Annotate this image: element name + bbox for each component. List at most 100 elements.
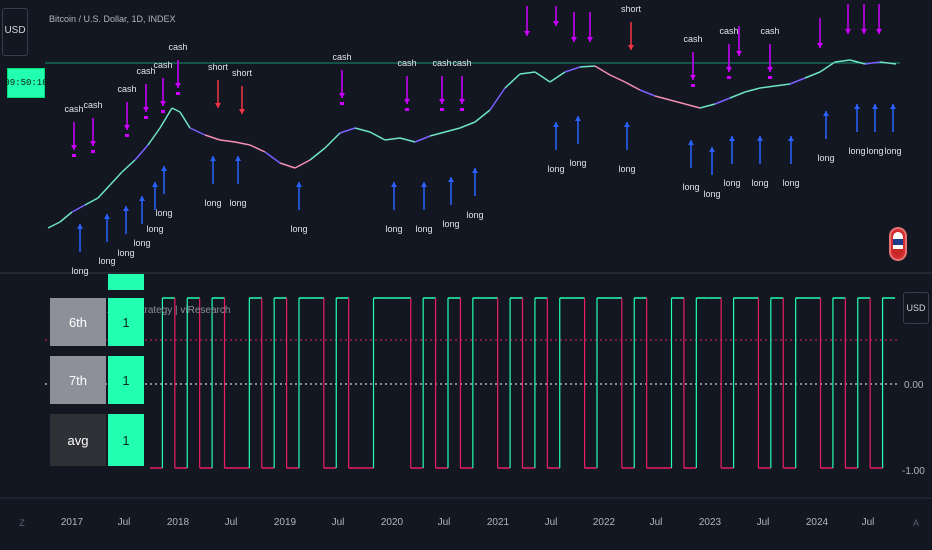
price-segment: [834, 59, 851, 63]
x-label: 2024: [806, 517, 829, 528]
signal-label: long: [782, 178, 799, 188]
arrow-head-up-icon: [472, 168, 478, 173]
signal-label: long: [204, 198, 221, 208]
price-segment: [339, 127, 356, 134]
price-segment: [684, 103, 701, 109]
signal-label: short: [232, 68, 253, 78]
price-segment: [714, 97, 731, 105]
price-segment: [234, 141, 251, 146]
price-segment: [579, 65, 596, 68]
signal-label: long: [415, 224, 432, 234]
currency-button-left[interactable]: USD: [2, 8, 28, 56]
signal-label: long: [155, 208, 172, 218]
price-segment: [159, 107, 173, 129]
price-segment: [171, 107, 181, 113]
x-label: 2017: [61, 517, 84, 528]
x-label: Jul: [545, 517, 558, 528]
arrow-head-up-icon: [123, 206, 129, 211]
flag-stripes-icon: [893, 232, 903, 256]
signal-label: long: [466, 210, 483, 220]
signal-label: long: [117, 248, 134, 258]
price-segment: [97, 184, 111, 199]
price-segment: [179, 111, 191, 129]
arrow-head-down-icon: [524, 31, 530, 36]
signal-label: short: [208, 62, 229, 72]
x-label: Jul: [118, 517, 131, 528]
x-label: Jul: [332, 517, 345, 528]
indicator-step-line: [150, 297, 895, 469]
price-segment: [744, 87, 761, 93]
us-flag-icon[interactable]: [889, 227, 907, 261]
price-segment: [654, 95, 671, 101]
price-segment: [414, 135, 431, 143]
currency-button-right[interactable]: USD: [903, 292, 929, 324]
price-segment: [759, 85, 776, 89]
signal-label: long: [71, 266, 88, 276]
x-label: Jul: [862, 517, 875, 528]
signal-label: long: [229, 198, 246, 208]
signal-label: long: [817, 153, 834, 163]
table-value-avg: 1: [108, 414, 144, 466]
price-segment: [624, 81, 641, 91]
price-segment: [204, 134, 221, 141]
price-segment: [354, 127, 371, 133]
x-label: 2020: [381, 517, 404, 528]
price-segment: [774, 83, 791, 87]
price-segment: [47, 221, 61, 229]
cash-marker-icon: [460, 108, 464, 111]
arrow-head-down-icon: [160, 101, 166, 106]
arrow-head-up-icon: [553, 122, 559, 127]
y-tick-neg1: -1.00: [902, 466, 925, 477]
price-pane: [0, 0, 932, 272]
scroll-left-control[interactable]: Z: [19, 518, 25, 528]
signal-label: long: [98, 256, 115, 266]
arrow-head-down-icon: [845, 29, 851, 34]
arrow-head-up-icon: [296, 182, 302, 187]
price-segment: [279, 162, 296, 169]
arrow-head-up-icon: [890, 104, 896, 109]
arrow-head-down-icon: [817, 43, 823, 48]
arrow-head-down-icon: [861, 29, 867, 34]
arrow-head-up-icon: [757, 136, 763, 141]
x-label: Jul: [757, 517, 770, 528]
table-header-cell: [108, 274, 144, 290]
signal-label: cash: [719, 26, 738, 36]
price-segment: [459, 121, 476, 129]
price-segment: [789, 77, 806, 85]
arrow-head-up-icon: [139, 196, 145, 201]
cash-marker-icon: [691, 84, 695, 87]
cash-marker-icon: [405, 108, 409, 111]
price-segment: [429, 131, 446, 137]
arrow-head-down-icon: [439, 99, 445, 104]
x-label: 2018: [167, 517, 190, 528]
price-segment: [804, 71, 821, 79]
signal-label: cash: [683, 34, 702, 44]
price-segment: [109, 171, 123, 186]
time-axis[interactable]: 2017 Jul 2018 Jul 2019 Jul 2020 Jul 2021…: [61, 517, 875, 528]
arrow-head-up-icon: [235, 156, 241, 161]
arrow-head-up-icon: [421, 182, 427, 187]
arrow-head-up-icon: [77, 224, 83, 229]
scroll-right-control[interactable]: A: [913, 518, 919, 528]
price-segment: [369, 131, 386, 141]
signal-label: cash: [64, 104, 83, 114]
price-segment: [264, 151, 281, 164]
table-value-6th: 1: [108, 298, 144, 346]
signal-label: long: [682, 182, 699, 192]
signal-label: cash: [136, 66, 155, 76]
arrow-head-up-icon: [854, 104, 860, 109]
price-segment: [849, 59, 866, 65]
price-segment: [819, 61, 836, 73]
arrow-head-down-icon: [175, 83, 181, 88]
signal-label: long: [547, 164, 564, 174]
signal-label: cash: [117, 84, 136, 94]
cash-marker-icon: [161, 110, 165, 113]
arrow-head-up-icon: [152, 182, 158, 187]
price-segment: [504, 73, 521, 89]
price-segment: [474, 109, 491, 123]
price-segment: [59, 211, 73, 223]
arrow-head-down-icon: [726, 67, 732, 72]
symbol-title[interactable]: Bitcoin / U.S. Dollar, 1D, INDEX: [49, 14, 176, 24]
